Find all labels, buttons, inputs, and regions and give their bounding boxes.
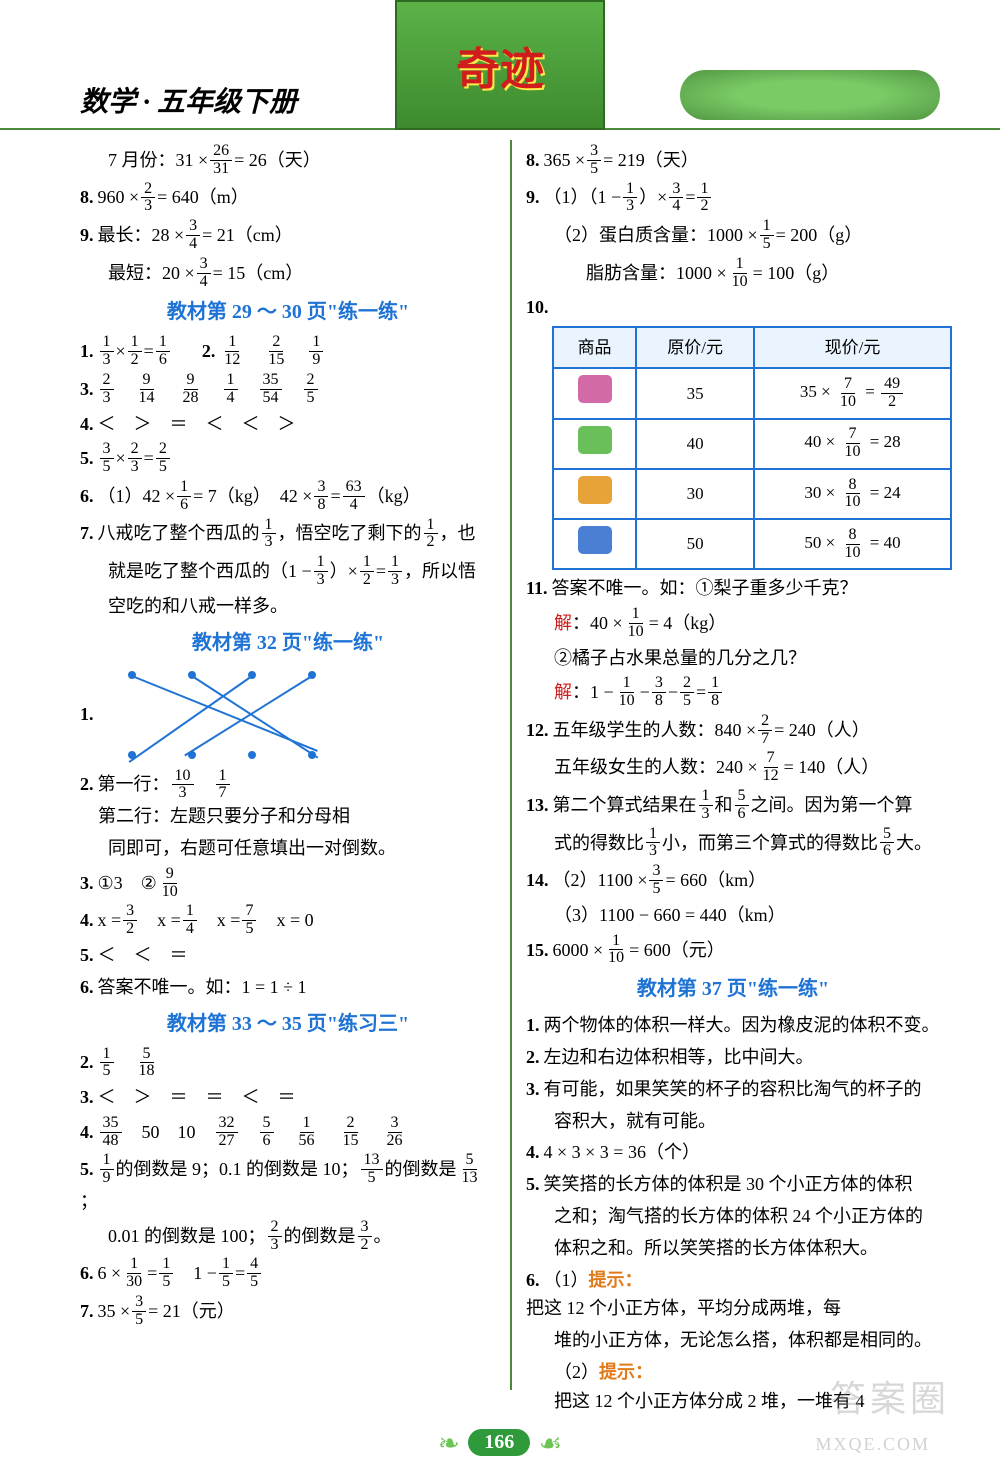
s11-2: 解：40 × 110 = 4（kg） [526,606,940,641]
t2: 2.左边和右边体积相等，比中间大。 [526,1043,940,1072]
page-number-badge: 166 [468,1429,530,1456]
item-9-max: 9. 最长：28 × 34 = 21（cm） [80,218,496,253]
p6: 6. （1）42 × 16 = 7（kg） 42 × 38 = 634 （kg） [80,479,496,514]
pants-icon [578,426,612,454]
item-8: 8. 960 × 23 = 640（m） [80,181,496,216]
table-row: 30 30 × 810 = 24 [553,469,951,519]
r4: 4. 3548 50 10 3227 56 156 215 326 [80,1115,496,1150]
q2-line2: 同即可，右题可任意填出一对倒数。 [80,834,496,863]
swirl-right-icon: ☙ [539,1429,562,1458]
left-column: 7 月份：31 × 2631 = 26（天） 8. 960 × 23 = 640… [80,140,510,1390]
swirl-left-icon: ❧ [438,1429,460,1458]
t3b: 容积大，就有可能。 [526,1107,940,1136]
p5: 5. 35 × 23 = 25 [80,441,496,476]
t6b: 堆的小正方体，无论怎么搭，体积都是相同的。 [526,1326,940,1355]
p4: 4.＜ ＞ ＝ ＜ ＜ ＞ [80,410,496,439]
brand-logo: 奇迹 [395,0,605,130]
section-heading-1: 教材第 29 ～ 30 页"练一练" [80,296,496,328]
table-row: 35 35 × 710 = 492 [553,368,951,418]
table-header-row: 商品 原价/元 现价/元 [553,327,951,368]
header-decoration [680,70,940,120]
s9-3: 脂肪含量：1000 × 110 = 100（g） [526,256,940,291]
goods-table: 商品 原价/元 现价/元 35 35 × 710 = 492 40 40 × 7… [552,326,952,570]
s14-1: 14. （2）1100 × 35 = 660（km） [526,863,940,898]
t5b: 之和；淘气搭的长方体的体积 24 个小正方体的 [526,1202,940,1231]
s11-4: 解：1 − 110 − 38 − 25 = 18 [526,675,940,710]
q3: 3. ①3 ② 910 [80,866,496,901]
s9-1: 9. （1）（1 − 13 ）× 34 = 12 [526,181,940,216]
section-heading-3: 教材第 33 ～ 35 页"练习三" [80,1008,496,1040]
r5-line2: 0.01 的倒数是 100； 23 的倒数是 32 。 [80,1219,496,1254]
p1: 1. 13 × 12 = 16 2. 112 215 19 [80,334,496,369]
jacket-icon [578,375,612,403]
t3: 3.有可能，如果笑笑的杯子的容积比淘气的杯子的 [526,1075,940,1104]
q2-line1: 2. 第一行： 103 17 第二行：左题只要分子和分母相 [80,768,496,831]
item-9-min: 最短：20 × 34 = 15（cm） [80,256,496,291]
r2: 2. 15 518 [80,1046,496,1081]
s13-1: 13. 第二个算式结果在 13 和 56 之间。因为第一个算 [526,788,940,823]
p7-line3: 空吃的和八戒一样多。 [80,592,496,621]
t6c: （2）提示：把这 12 个小正方体分成 2 堆，一堆有 4 [526,1358,940,1416]
content-columns: 7 月份：31 × 2631 = 26（天） 8. 960 × 23 = 640… [0,130,1000,1390]
r5-line1: 5. 19 的倒数是 9；0.1 的倒数是 10； 135 的倒数是 513 ； [80,1152,496,1215]
t5: 5.笑笑搭的长方体的体积是 30 个小正方体的体积 [526,1170,940,1199]
s9-2: （2）蛋白质含量：1000 × 15 = 200（g） [526,218,940,253]
q4: 4. x = 32 x = 14 x = 75 x = 0 [80,903,496,938]
s15: 15. 6000 × 110 = 600（元） [526,933,940,968]
s11-3: ②橘子占水果总量的几分之几？ [526,644,940,673]
s12-1: 12. 五年级学生的人数：840 × 27 = 240（人） [526,713,940,748]
q5: 5.＜ ＜ ＝ [80,941,496,970]
right-column: 8. 365 × 35 = 219（天） 9. （1）（1 − 13 ）× 34… [510,140,940,1390]
r6: 6. 6 × 130 = 15 1 − 15 = 45 [80,1256,496,1291]
table-row: 40 40 × 710 = 28 [553,419,951,469]
bag-icon [578,526,612,554]
q6: 6.答案不唯一。如：1 = 1 ÷ 1 [80,973,496,1002]
item-7-month: 7 月份：31 × 2631 = 26（天） [80,143,496,178]
r7: 7. 35 × 35 = 21（元） [80,1294,496,1329]
backpack-icon [578,476,612,504]
s12-2: 五年级女生的人数：240 × 712 = 140（人） [526,750,940,785]
watermark-url: MXQE.COM [815,1434,930,1455]
p7-line1: 7. 八戒吃了整个西瓜的 13 ，悟空吃了剩下的 12 ，也 [80,517,496,552]
table-row: 50 50 × 810 = 40 [553,519,951,569]
t4: 4.4 × 3 × 3 = 36（个） [526,1138,940,1167]
logo-text: 奇迹 [456,33,544,97]
t5c: 体积之和。所以笑笑搭的长方体体积大。 [526,1234,940,1263]
p7-line2: 就是吃了整个西瓜的（1 − 13 ）× 12 = 13 ，所以悟 [80,554,496,589]
s13-2: 式的得数比 13 小，而第三个算式的得数比 56 大。 [526,826,940,861]
subject-title: 数学 · 五年级下册 [80,80,297,120]
s10-table-wrap: 10. [526,293,940,322]
r3: 3.＜ ＞ ＝ ＝ ＜ ＝ [80,1083,496,1112]
s14-2: （3）1100 − 660 = 440（km） [526,901,940,930]
t6a: 6. （1）提示：把这 12 个小正方体，平均分成两堆，每 [526,1266,940,1324]
s8: 8. 365 × 35 = 219（天） [526,143,940,178]
t1: 1.两个物体的体积一样大。因为橡皮泥的体积不变。 [526,1011,940,1040]
matching-diagram [118,665,348,765]
section-heading-2: 教材第 32 页"练一练" [80,627,496,659]
s11-1: 11.答案不唯一。如：①梨子重多少千克？ [526,574,940,603]
fraction: 2631 [210,143,232,178]
section-heading-4: 教材第 37 页"练一练" [526,973,940,1005]
q1-diagram: 1. [80,665,496,765]
page-header: 数学 · 五年级下册 奇迹 [0,0,1000,130]
p3: 3. 23 914 928 14 3554 25 [80,372,496,407]
